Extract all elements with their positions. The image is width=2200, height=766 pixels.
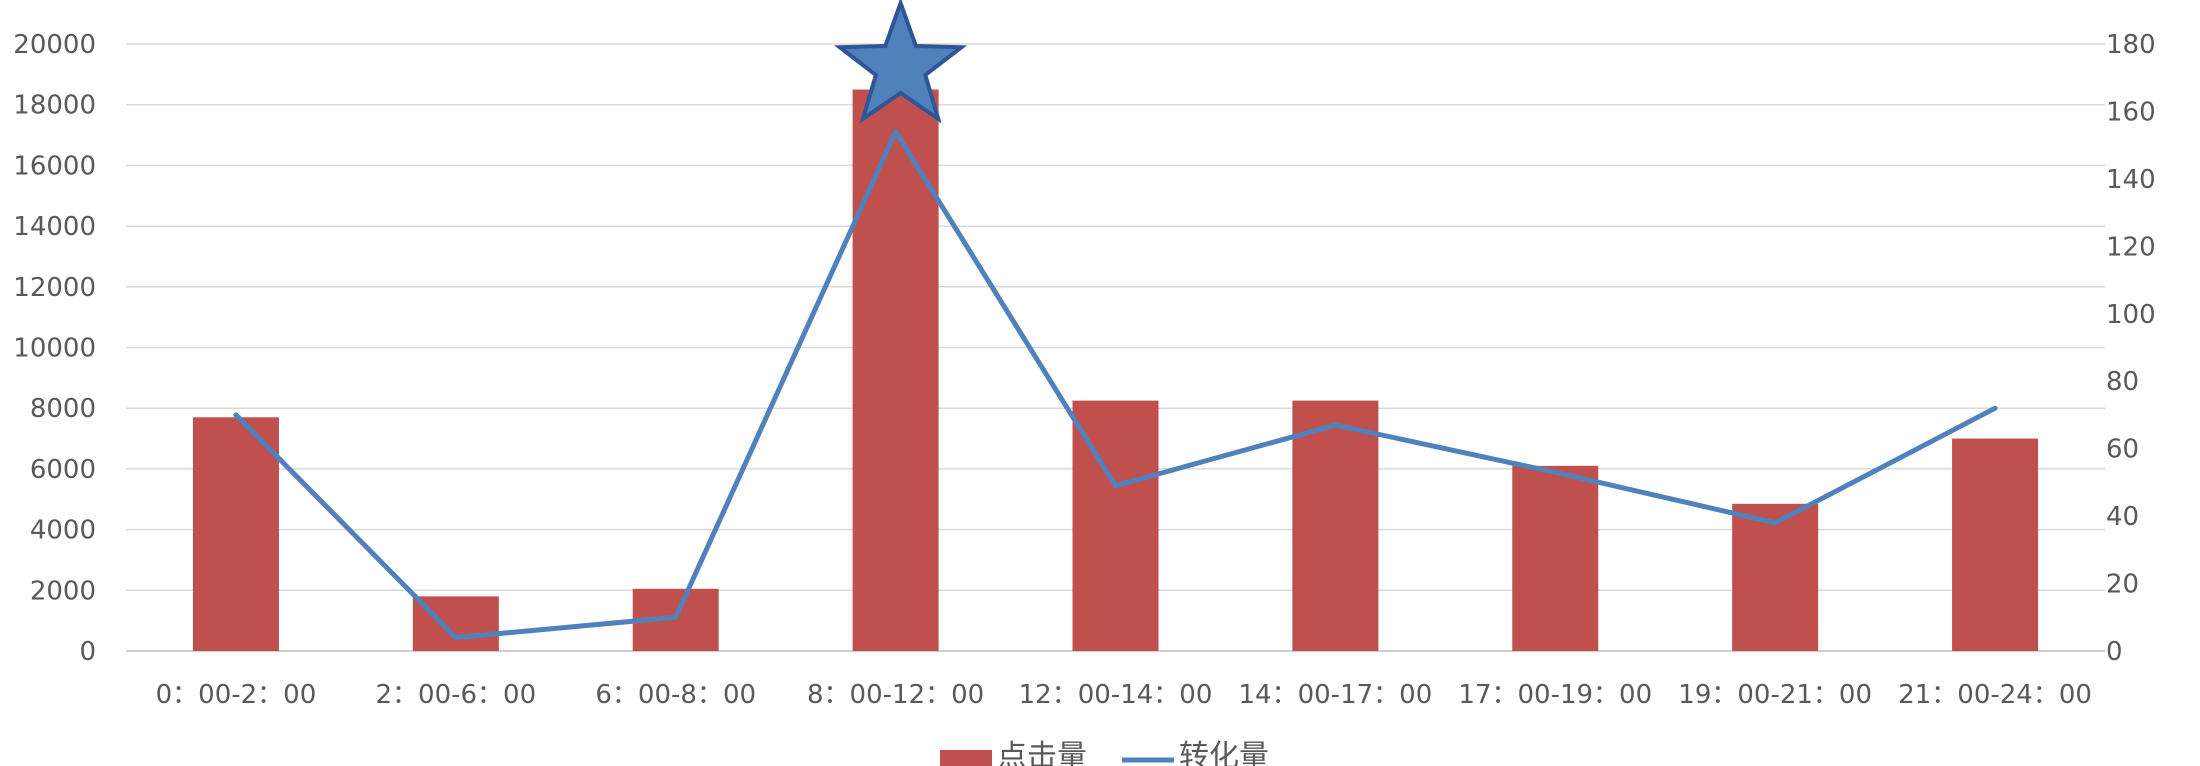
y-right-tick-label: 20 bbox=[2106, 570, 2139, 600]
y-left-tick-label: 10000 bbox=[13, 334, 96, 364]
line-series bbox=[233, 129, 1998, 641]
legend-swatch-bar bbox=[940, 750, 992, 766]
x-tick-label: 12：00-14：00 bbox=[1019, 680, 1213, 710]
x-axis: 0：00-2：00 2：00-6：00 6：00-8：00 8：00-12：00 12：… bbox=[156, 680, 2092, 710]
bar bbox=[1732, 503, 1819, 651]
y-left-tick-label: 8000 bbox=[30, 394, 96, 424]
x-tick-label: 0：00-2：00 bbox=[156, 680, 317, 710]
bar bbox=[192, 417, 279, 651]
legend-label-bar: 点击量 bbox=[997, 739, 1087, 766]
y-axis-left: 0 2000 4000 6000 8000 10000 12000 14000 16000 180… bbox=[13, 30, 96, 667]
x-tick-label: 17：00-19：00 bbox=[1458, 680, 1652, 710]
y-left-tick-label: 2000 bbox=[30, 576, 96, 606]
star-icon bbox=[834, 0, 968, 124]
y-right-tick-label: 60 bbox=[2106, 435, 2139, 465]
y-left-tick-label: 14000 bbox=[13, 212, 96, 242]
y-left-tick-label: 16000 bbox=[13, 151, 96, 181]
y-left-tick-label: 4000 bbox=[30, 516, 96, 546]
x-tick-label: 8：00-12：00 bbox=[807, 680, 984, 710]
bar bbox=[1292, 400, 1379, 651]
y-left-tick-label: 20000 bbox=[13, 30, 96, 60]
x-tick-label: 6：00-8：00 bbox=[595, 680, 756, 710]
y-right-tick-label: 120 bbox=[2106, 232, 2156, 262]
bar bbox=[1952, 438, 2039, 651]
x-tick-label: 19：00-21：00 bbox=[1678, 680, 1872, 710]
y-right-tick-label: 80 bbox=[2106, 367, 2139, 397]
y-left-tick-label: 6000 bbox=[30, 455, 96, 485]
y-right-tick-label: 180 bbox=[2106, 30, 2156, 60]
x-tick-label: 14：00-17：00 bbox=[1239, 680, 1433, 710]
y-left-tick-label: 12000 bbox=[13, 273, 96, 303]
y-right-tick-label: 40 bbox=[2106, 502, 2139, 532]
y-right-tick-label: 160 bbox=[2106, 97, 2156, 127]
y-axis-right: 0 20 40 60 80 100 120 140 160 180 bbox=[2106, 30, 2156, 667]
y-left-tick-label: 0 bbox=[79, 637, 96, 667]
x-tick-label: 21：00-24：00 bbox=[1898, 680, 2092, 710]
y-right-tick-label: 100 bbox=[2106, 300, 2156, 330]
bar bbox=[852, 89, 939, 651]
legend-label-line: 转化量 bbox=[1179, 739, 1269, 766]
legend: 点击量 转化量 bbox=[940, 739, 1269, 766]
y-left-tick-label: 18000 bbox=[13, 91, 96, 121]
bar bbox=[1512, 465, 1599, 651]
y-right-tick-label: 140 bbox=[2106, 165, 2156, 195]
y-right-tick-label: 0 bbox=[2106, 637, 2123, 667]
bar-series bbox=[192, 89, 2039, 651]
highlight-star bbox=[834, 0, 968, 124]
x-tick-label: 2：00-6：00 bbox=[376, 680, 537, 710]
